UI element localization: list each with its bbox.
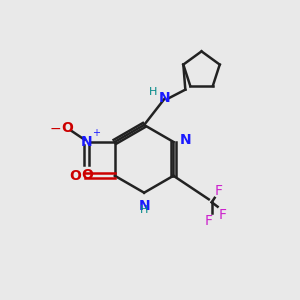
Text: O: O — [81, 168, 93, 182]
Text: O: O — [69, 169, 81, 183]
Text: +: + — [92, 128, 100, 138]
Text: H: H — [140, 205, 148, 215]
Text: F: F — [219, 208, 227, 222]
Text: O: O — [62, 121, 74, 135]
Text: H: H — [149, 87, 158, 97]
Text: −: − — [50, 122, 61, 136]
Text: F: F — [215, 184, 223, 198]
Text: N: N — [159, 92, 170, 106]
Text: N: N — [138, 199, 150, 213]
Text: F: F — [205, 214, 213, 228]
Text: N: N — [180, 133, 191, 146]
Text: N: N — [81, 135, 93, 149]
